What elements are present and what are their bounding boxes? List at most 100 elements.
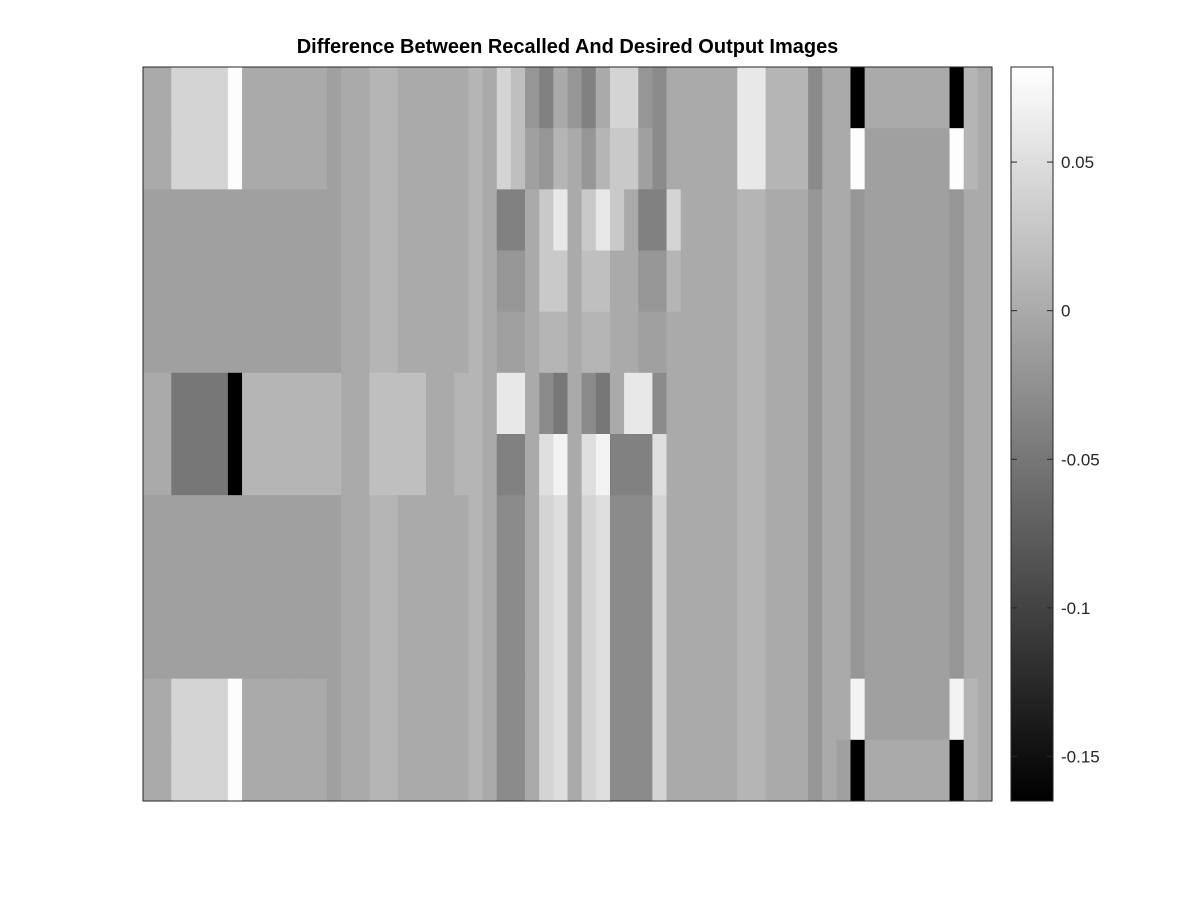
heatmap-cell <box>878 128 894 190</box>
heatmap-cell <box>751 311 766 374</box>
heatmap-cell <box>553 311 568 374</box>
heatmap-cell <box>977 678 993 741</box>
heatmap-cell <box>921 617 936 680</box>
colorbar-ticks: 0.05 0 -0.05 -0.1 -0.15 <box>1011 153 1100 766</box>
heatmap-cell <box>567 128 583 190</box>
heatmap-cell <box>907 311 922 374</box>
heatmap-cell <box>907 128 922 190</box>
heatmap-cell <box>312 372 328 435</box>
heatmap-cell <box>369 678 384 741</box>
heatmap-cell <box>539 372 554 435</box>
heatmap-cell <box>963 372 979 435</box>
heatmap-cell <box>581 556 597 618</box>
heatmap-cell <box>963 434 979 496</box>
heatmap-cell <box>638 372 653 435</box>
heatmap-cell <box>892 556 908 618</box>
heatmap-cell <box>652 67 667 129</box>
heatmap-cell <box>525 495 540 557</box>
heatmap-cell <box>426 495 441 557</box>
heatmap-cell <box>326 189 342 251</box>
heatmap-cell <box>426 250 441 313</box>
heatmap-cell <box>836 311 851 374</box>
heatmap-cell <box>411 434 427 496</box>
heatmap-cell <box>468 678 483 741</box>
heatmap-cell <box>567 739 583 802</box>
heatmap-cell <box>822 739 837 802</box>
heatmap-cell <box>822 250 837 313</box>
heatmap-cell <box>609 67 625 129</box>
heatmap-cell <box>242 128 257 190</box>
heatmap-cell <box>539 311 554 374</box>
heatmap-cell <box>836 250 851 313</box>
heatmap-cell <box>298 67 314 129</box>
heatmap-cell <box>793 556 809 618</box>
heatmap-cell <box>143 495 158 557</box>
heatmap-cell <box>213 556 229 618</box>
heatmap-cell <box>143 311 158 374</box>
heatmap-cell <box>157 189 172 251</box>
heatmap-cell <box>808 617 823 680</box>
heatmap-cell <box>680 739 696 802</box>
heatmap-cell <box>666 67 682 129</box>
heatmap-cell <box>539 617 554 680</box>
heatmap-cell <box>525 372 540 435</box>
heatmap-cell <box>907 556 922 618</box>
heatmap-cell <box>185 556 200 618</box>
heatmap-cell <box>397 495 413 557</box>
heatmap-cell <box>143 434 158 496</box>
heatmap-cell <box>892 372 908 435</box>
heatmap-cell <box>496 617 512 680</box>
heatmap-cell <box>185 189 200 251</box>
heatmap-cell <box>355 372 370 435</box>
heatmap-cell <box>539 434 554 496</box>
heatmap-cell <box>567 372 583 435</box>
heatmap-cell <box>949 189 965 251</box>
heatmap-cell <box>652 372 667 435</box>
heatmap-cell <box>270 678 285 741</box>
heatmap-cell <box>482 556 498 618</box>
heatmap-cell <box>793 372 809 435</box>
heatmap-cell <box>595 372 611 435</box>
heatmap-cell <box>454 678 469 741</box>
heatmap-cell <box>143 739 158 802</box>
heatmap-cell <box>609 617 625 680</box>
heatmap-cell <box>397 434 413 496</box>
heatmap-cell <box>765 311 781 374</box>
heatmap-cell <box>213 372 229 435</box>
heatmap-cell <box>822 189 837 251</box>
heatmap-cell <box>496 739 512 802</box>
heatmap-cell <box>227 128 243 190</box>
heatmap-cell <box>737 495 752 557</box>
heatmap-cell <box>213 495 229 557</box>
heatmap-cell <box>157 678 172 741</box>
heatmap-cell <box>864 311 880 374</box>
heatmap-cell <box>326 311 342 374</box>
heatmap-cell <box>157 250 172 313</box>
heatmap-cell <box>213 128 229 190</box>
heatmap-cell <box>397 67 413 129</box>
heatmap-cell <box>482 495 498 557</box>
heatmap-cell <box>864 372 880 435</box>
heatmap-cell <box>426 311 441 374</box>
heatmap-cell <box>808 434 823 496</box>
heatmap-cell <box>468 434 483 496</box>
heatmap-cell <box>680 372 696 435</box>
heatmap-cell <box>836 189 851 251</box>
heatmap-cell <box>723 556 738 618</box>
heatmap-cell <box>850 434 866 496</box>
heatmap-cell <box>185 678 200 741</box>
heatmap-cell <box>765 250 781 313</box>
heatmap-cell <box>808 556 823 618</box>
heatmap-cell <box>242 495 257 557</box>
heatmap-cell <box>723 128 738 190</box>
heatmap-cell <box>609 739 625 802</box>
heatmap-cell <box>553 434 568 496</box>
heatmap-cell <box>355 250 370 313</box>
heatmap-cell <box>284 739 300 802</box>
heatmap-cell <box>977 495 993 557</box>
heatmap-cell <box>963 189 979 251</box>
heatmap-cell <box>256 739 271 802</box>
heatmap-cell <box>341 250 356 313</box>
heatmap-cell <box>157 556 172 618</box>
heatmap-cell <box>709 250 724 313</box>
